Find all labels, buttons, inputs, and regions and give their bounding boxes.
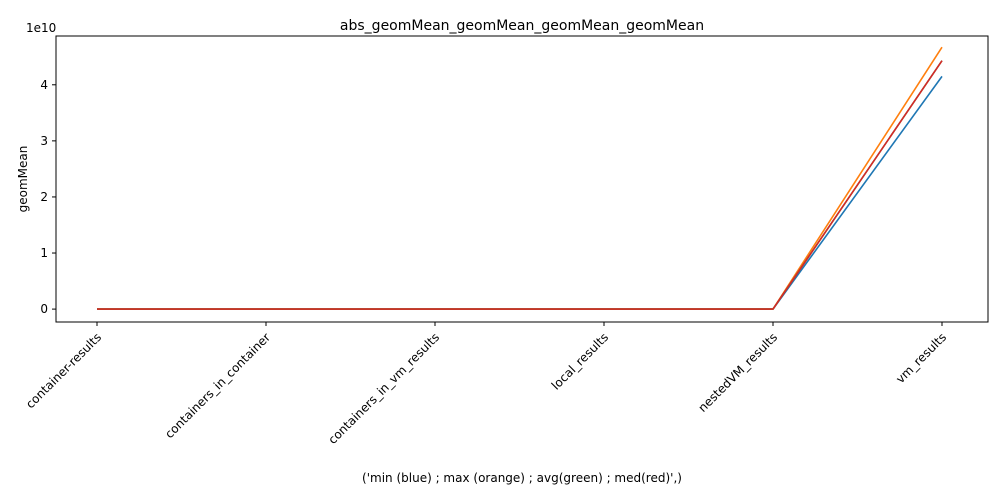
y-tick-label: 1 [40,246,48,260]
y-tick-label: 2 [40,190,48,204]
x-tick-label: containers_in_container [162,330,273,441]
y-tick-label: 3 [40,134,48,148]
y-axis-label: geomMean [16,146,30,213]
x-tick-label: container-results [23,330,104,411]
x-tick-label: nestedVM_results [695,330,780,415]
y-tick-label: 0 [40,302,48,316]
series-layer [97,46,943,310]
series-line-3 [97,60,943,310]
plot-background [56,36,988,322]
x-axis-label: ('min (blue) ; max (orange) ; avg(green)… [362,471,682,485]
y-offset-label: 1e10 [26,21,56,35]
x-tick-label: vm_results [893,330,949,386]
plot-frame [55,35,989,323]
x-tick-label: local_results [549,330,611,392]
x-tick-label: containers_in_vm_results [325,330,442,447]
y-axis: 0 1 2 3 4 [40,78,56,316]
y-tick-label: 4 [40,78,48,92]
x-axis: container-results containers_in_container… [23,322,949,447]
chart-title: abs_geomMean_geomMean_geomMean_geomMean [340,18,704,34]
